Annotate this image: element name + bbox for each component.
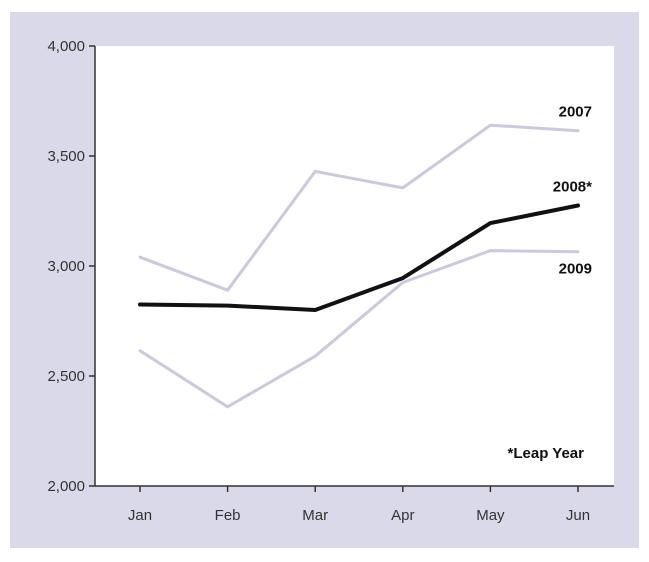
x-tick-label: Jan [128, 507, 152, 524]
series-line-2008 [138, 203, 580, 312]
leap-year-note: *Leap Year [508, 445, 585, 462]
series-label-2008: 2008* [553, 179, 592, 196]
x-tick-label: Mar [302, 507, 328, 524]
x-tick-label: May [476, 507, 505, 524]
series-layer [138, 123, 580, 409]
series-line-2009 [138, 249, 580, 409]
y-tick-label: 3,000 [47, 258, 85, 275]
x-tick-label: Feb [215, 507, 241, 524]
y-tick-label: 4,000 [47, 38, 85, 55]
chart-frame: 2,000 2,500 3,000 3,500 4,000 Jan Feb Mar Apr Ma… [10, 12, 639, 548]
series-line-2007 [138, 123, 580, 292]
y-tick-label: 2,000 [47, 478, 85, 495]
plot-area [95, 46, 614, 486]
line-chart: 2,000 2,500 3,000 3,500 4,000 Jan Feb Mar Apr Ma… [47, 38, 614, 524]
y-tick-label: 3,500 [47, 148, 85, 165]
series-label-2007: 2007 [559, 104, 592, 121]
x-tick-label: Apr [391, 507, 414, 524]
x-tick-label: Jun [566, 507, 590, 524]
y-tick-label: 2,500 [47, 368, 85, 385]
y-axis-ticks: 2,000 2,500 3,000 3,500 4,000 [47, 38, 95, 495]
x-axis-ticks: Jan Feb Mar Apr May Jun [128, 486, 590, 524]
series-labels: 2007 2008* 2009 [553, 104, 592, 278]
series-label-2009: 2009 [559, 261, 592, 278]
